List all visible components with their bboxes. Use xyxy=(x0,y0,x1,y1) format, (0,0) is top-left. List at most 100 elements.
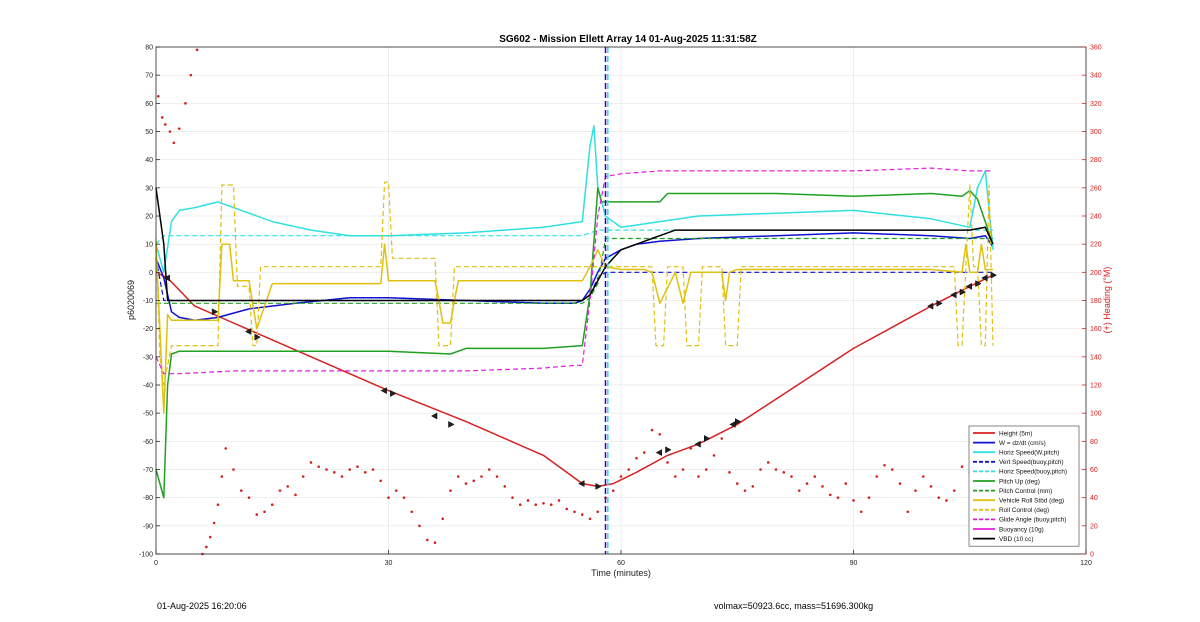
heading-point xyxy=(805,482,809,485)
heading-point xyxy=(425,538,429,542)
series-vehicle-roll-stbd-deg xyxy=(155,243,993,414)
y-tick-label: 60 xyxy=(145,101,153,108)
y-tick-label: 50 xyxy=(145,129,153,136)
x-tick-label: 0 xyxy=(154,560,158,567)
heading-point xyxy=(195,48,199,52)
heading-point xyxy=(189,73,193,77)
heading-point xyxy=(410,510,414,514)
heading-point xyxy=(921,475,925,478)
heading-point xyxy=(216,503,220,507)
heading-point xyxy=(759,468,762,471)
heading-point xyxy=(270,503,274,507)
x-tick-label: 60 xyxy=(617,560,625,567)
heading-point xyxy=(836,496,840,499)
x-tick-label: 90 xyxy=(850,560,858,567)
heading-point xyxy=(867,496,871,499)
height-marker xyxy=(254,333,261,341)
heading-point xyxy=(883,463,886,467)
grid xyxy=(155,46,1087,555)
heading-point xyxy=(247,496,251,499)
y-tick-label: 20 xyxy=(145,214,153,221)
y2-tick-label: 180 xyxy=(1090,298,1102,305)
heading-point xyxy=(852,499,855,502)
series-pitch-up-deg xyxy=(155,187,994,499)
heading-point xyxy=(294,493,297,497)
heading-point xyxy=(480,475,483,478)
heading-point xyxy=(813,475,817,478)
y-tick-label: -80 xyxy=(143,495,153,502)
height-marker xyxy=(735,418,742,426)
y-tick-label: 30 xyxy=(145,185,153,192)
heading-point xyxy=(208,535,212,539)
height-marker xyxy=(926,302,934,310)
heading-point xyxy=(735,482,739,485)
height-marker xyxy=(990,271,998,279)
y2-tick-label: 320 xyxy=(1090,101,1102,108)
y-tick-label: -90 xyxy=(143,523,153,530)
heading-point xyxy=(890,468,894,471)
footer-timestamp: 01-Aug-2025 16:20:06 xyxy=(157,601,247,611)
heading-point xyxy=(534,503,538,507)
heading-point xyxy=(627,468,631,471)
height-marker xyxy=(704,435,711,442)
heading-point xyxy=(580,513,584,516)
heading-point xyxy=(518,503,522,507)
heading-point xyxy=(487,468,491,471)
height-marker xyxy=(244,328,252,335)
height-marker xyxy=(448,421,455,428)
heading-point xyxy=(666,461,669,464)
heading-point xyxy=(619,475,623,478)
y2-tick-label: 200 xyxy=(1090,270,1102,277)
heading-point xyxy=(875,475,879,478)
heading-point xyxy=(164,123,167,126)
y2-tick-label: 0 xyxy=(1090,552,1094,559)
heading-point xyxy=(325,468,328,471)
y-tick-label: 0 xyxy=(149,270,153,277)
heading-point xyxy=(177,127,181,130)
y2-tick-label: 20 xyxy=(1090,523,1098,530)
heading-point xyxy=(797,489,801,492)
heading-point xyxy=(332,471,336,474)
heading-point xyxy=(588,517,592,521)
heading-point xyxy=(611,489,615,492)
footer-summary: volmax=50923.6cc, mass=51696.300kg xyxy=(714,601,874,611)
heading-point xyxy=(565,507,569,511)
height-marker xyxy=(211,308,219,316)
series-horiz-speed-w-pitch xyxy=(155,125,994,274)
heading-point xyxy=(205,545,208,549)
series-vbd-10-cc xyxy=(155,187,994,302)
heading-point xyxy=(650,428,654,432)
y2-tick-label: 260 xyxy=(1090,185,1102,192)
heading-point xyxy=(160,116,164,119)
heading-point xyxy=(929,485,933,488)
height-marker xyxy=(694,440,701,448)
y2-tick-label: 360 xyxy=(1090,45,1102,52)
y-axis-label: p6020069 xyxy=(126,280,136,320)
y-tick-label: -20 xyxy=(143,326,153,333)
x-tick-label: 120 xyxy=(1080,560,1092,567)
heading-point xyxy=(774,468,778,471)
heading-point xyxy=(642,451,646,454)
heading-point xyxy=(697,475,700,478)
heading-point xyxy=(255,513,259,516)
heading-point xyxy=(906,510,910,514)
height-marker xyxy=(950,291,957,299)
heading-point xyxy=(278,489,282,492)
height-markers xyxy=(163,271,998,490)
heading-point xyxy=(456,475,460,478)
heading-point xyxy=(212,521,216,525)
y-tick-label: 80 xyxy=(145,45,153,52)
heading-point xyxy=(224,447,228,450)
heading-point xyxy=(720,437,724,440)
legend-label: Vert Speed(buoy,pitch) xyxy=(999,459,1064,466)
legend: Height (5m) W = dz/dt (cm/s) Horiz Speed(W… xyxy=(968,425,1080,547)
height-marker xyxy=(959,288,967,296)
legend-label: Pitch Control (mm) xyxy=(999,488,1052,495)
heading-point xyxy=(309,461,313,464)
heading-point xyxy=(464,482,468,485)
height-marker xyxy=(430,412,438,420)
y-tick-label: 40 xyxy=(145,157,153,164)
heading-point xyxy=(681,468,685,471)
y2-tick-label: 340 xyxy=(1090,73,1102,80)
y2-tick-label: 140 xyxy=(1090,354,1102,361)
